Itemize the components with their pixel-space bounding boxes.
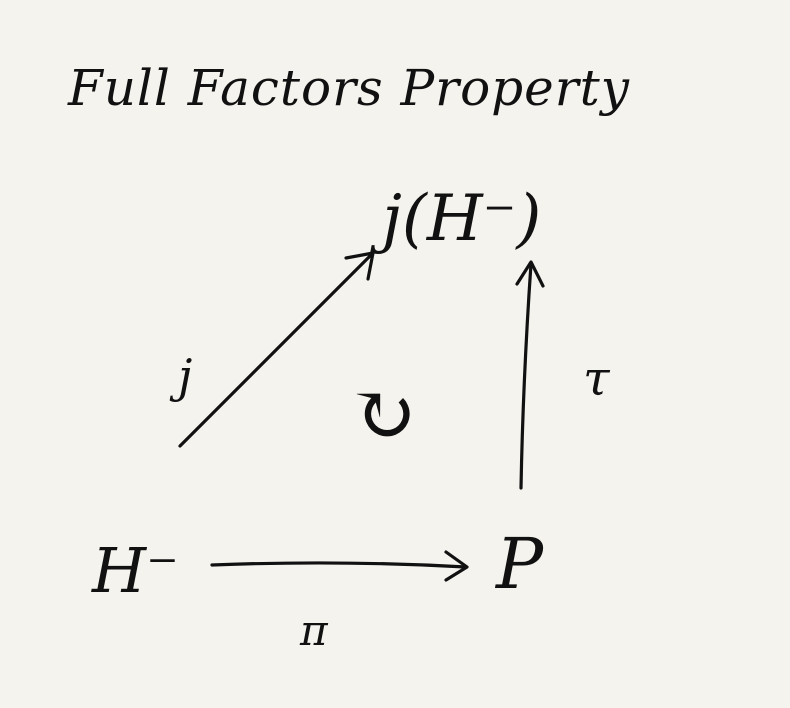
node-bottom-left: H⁻ [91, 534, 179, 607]
label-horizontal: π [299, 606, 329, 655]
arrow-horizontal-shaft [210, 561, 468, 569]
arrow-horizontal-head [444, 550, 469, 582]
label-diagonal: j [169, 349, 192, 403]
arrow-vertical-head [515, 260, 545, 288]
arrow-diagonal-head [344, 251, 375, 281]
arrow-horizontal [210, 550, 469, 582]
arrow-vertical [515, 260, 545, 490]
node-bottom-right: P [494, 523, 545, 605]
label-vertical: τ [583, 351, 611, 407]
arrow-diagonal [178, 251, 375, 448]
arrow-vertical-shaft [519, 262, 533, 490]
arrow-diagonal-shaft [178, 252, 374, 448]
node-top: j(H⁻) [370, 182, 541, 256]
commutes-icon: ↻ [350, 368, 417, 461]
diagram-title: Full Factors Property [67, 59, 630, 117]
